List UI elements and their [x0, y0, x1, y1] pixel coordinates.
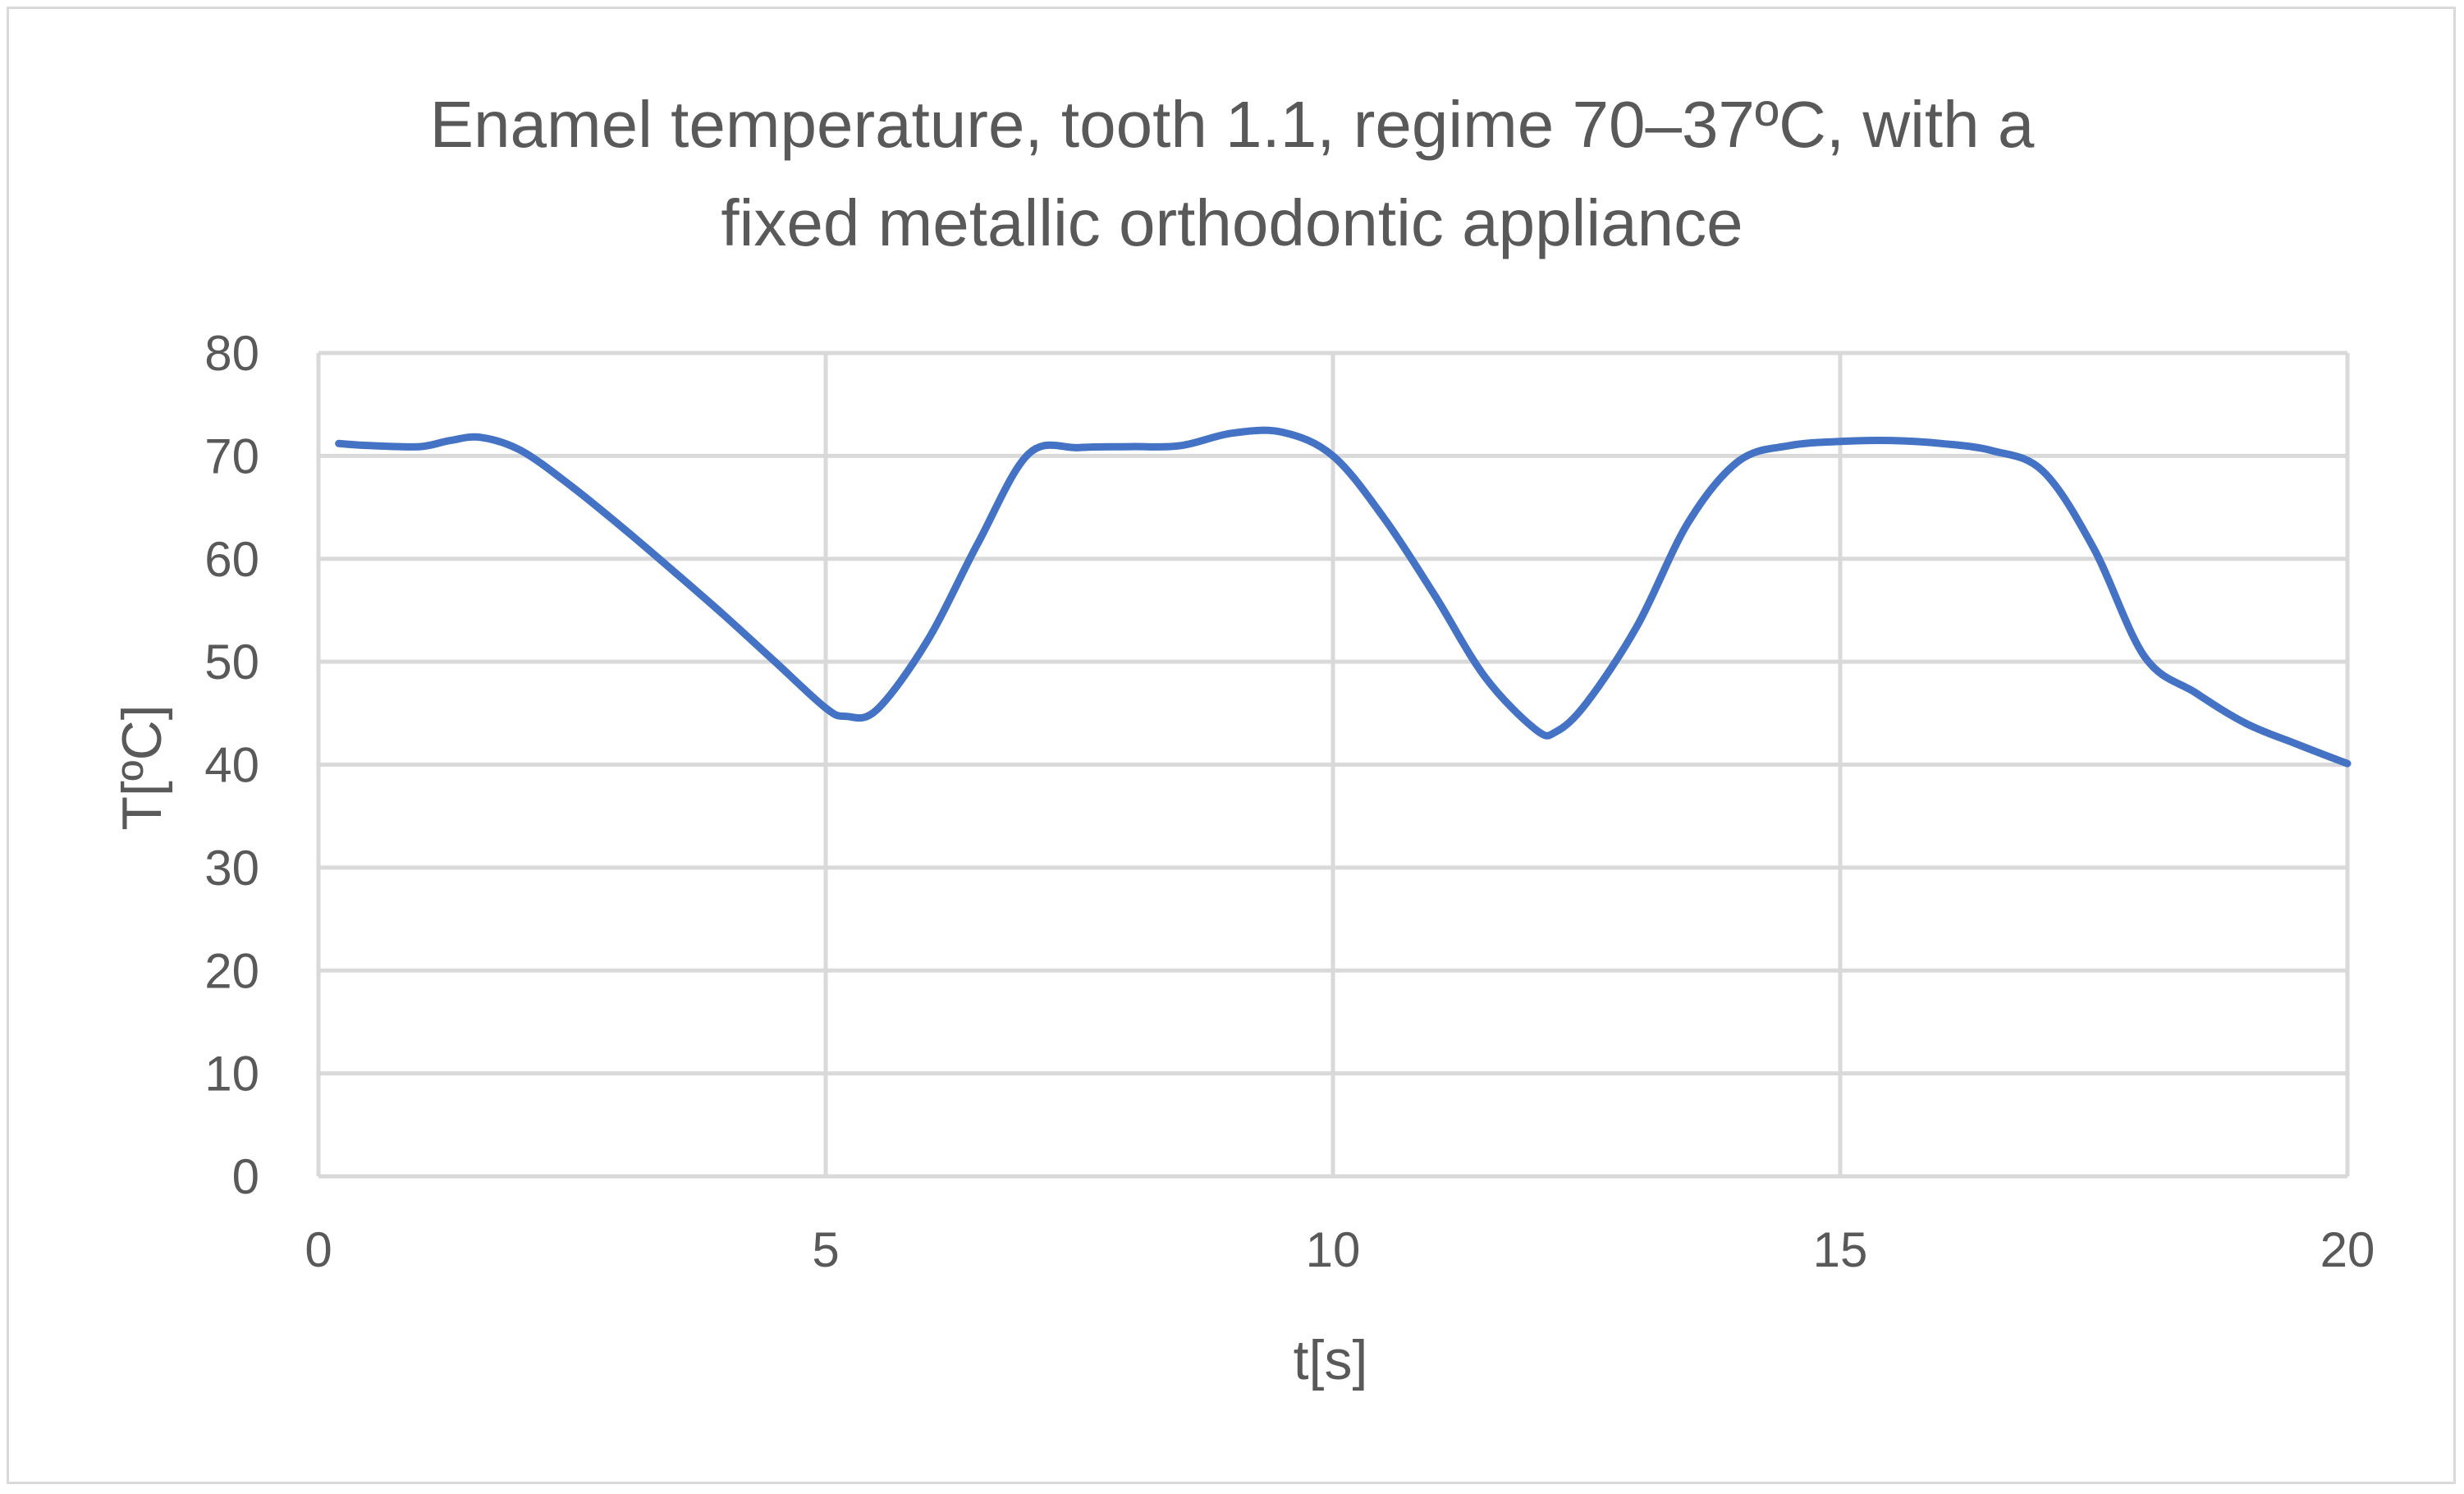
y-tick-label: 60: [204, 532, 259, 587]
y-tick-label: 70: [204, 428, 259, 483]
y-tick-labels: 0 10 20 30 40 50 60 70 80: [204, 326, 259, 1204]
y-tick-label: 40: [204, 738, 259, 793]
x-tick-label: 0: [305, 1222, 332, 1277]
x-tick-labels: 0 5 10 15 20: [305, 1222, 2375, 1277]
chart-title-line-1: Enamel temperature, tooth 1.1, regime 70…: [429, 88, 2035, 161]
x-tick-label: 10: [1306, 1222, 1361, 1277]
y-tick-label: 10: [204, 1047, 259, 1102]
chart-frame: [7, 7, 2456, 1484]
chart-title: Enamel temperature, tooth 1.1, regime 70…: [0, 76, 2464, 273]
x-tick-label: 5: [812, 1222, 839, 1277]
y-axis-label: T[ºC]: [111, 704, 173, 830]
x-tick-label: 20: [2320, 1222, 2375, 1277]
x-gridlines: [316, 353, 2350, 1176]
series-line: [335, 426, 2352, 768]
y-tick-label: 0: [232, 1149, 259, 1204]
chart-title-line-2: fixed metallic orthodontic appliance: [721, 186, 1743, 259]
y-tick-label: 50: [204, 635, 259, 690]
series-group: [335, 426, 2352, 768]
y-tick-label: 80: [204, 326, 259, 381]
y-tick-label: 20: [204, 943, 259, 998]
y-tick-label: 30: [204, 841, 259, 896]
x-axis-label: t[s]: [1294, 1329, 1368, 1391]
x-tick-label: 15: [1813, 1222, 1868, 1277]
